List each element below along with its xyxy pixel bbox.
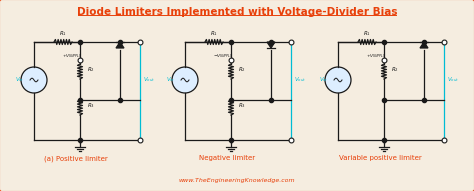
Text: $V_{out}$: $V_{out}$ [447, 76, 459, 84]
Text: $R_3$: $R_3$ [87, 101, 95, 110]
Text: $R_2$: $R_2$ [87, 65, 95, 74]
Text: $+V_{SUPPLY}$: $+V_{SUPPLY}$ [366, 52, 386, 60]
Polygon shape [116, 42, 124, 48]
Polygon shape [420, 42, 428, 48]
Text: Diode Limiters Implemented with Voltage-Divider Bias: Diode Limiters Implemented with Voltage-… [77, 7, 397, 17]
Circle shape [325, 67, 351, 93]
Text: Negative limiter: Negative limiter [199, 155, 255, 161]
Text: $R_1$: $R_1$ [59, 29, 67, 38]
Text: $V_{in}$: $V_{in}$ [319, 76, 328, 84]
Text: $V_{out}$: $V_{out}$ [294, 76, 306, 84]
Text: (a) Positive limiter: (a) Positive limiter [44, 155, 108, 162]
Text: Variable positive limiter: Variable positive limiter [338, 155, 421, 161]
Text: $R_1$: $R_1$ [363, 29, 371, 38]
Text: $+V_{SUPPLY}$: $+V_{SUPPLY}$ [62, 52, 82, 60]
Polygon shape [267, 42, 275, 48]
Text: $V_{in}$: $V_{in}$ [15, 76, 24, 84]
Text: $V_{out}$: $V_{out}$ [143, 76, 155, 84]
Text: www.TheEngineeringKnowledge.com: www.TheEngineeringKnowledge.com [179, 178, 295, 183]
Text: $-V_{SUPPLY}$: $-V_{SUPPLY}$ [213, 52, 233, 60]
Text: $R_2$: $R_2$ [238, 65, 246, 74]
Circle shape [172, 67, 198, 93]
Text: $R_3$: $R_3$ [238, 101, 246, 110]
Circle shape [21, 67, 47, 93]
Text: $V_{in}$: $V_{in}$ [166, 76, 175, 84]
Text: $R_1$: $R_1$ [210, 29, 218, 38]
Text: $R_2$: $R_2$ [391, 65, 399, 74]
